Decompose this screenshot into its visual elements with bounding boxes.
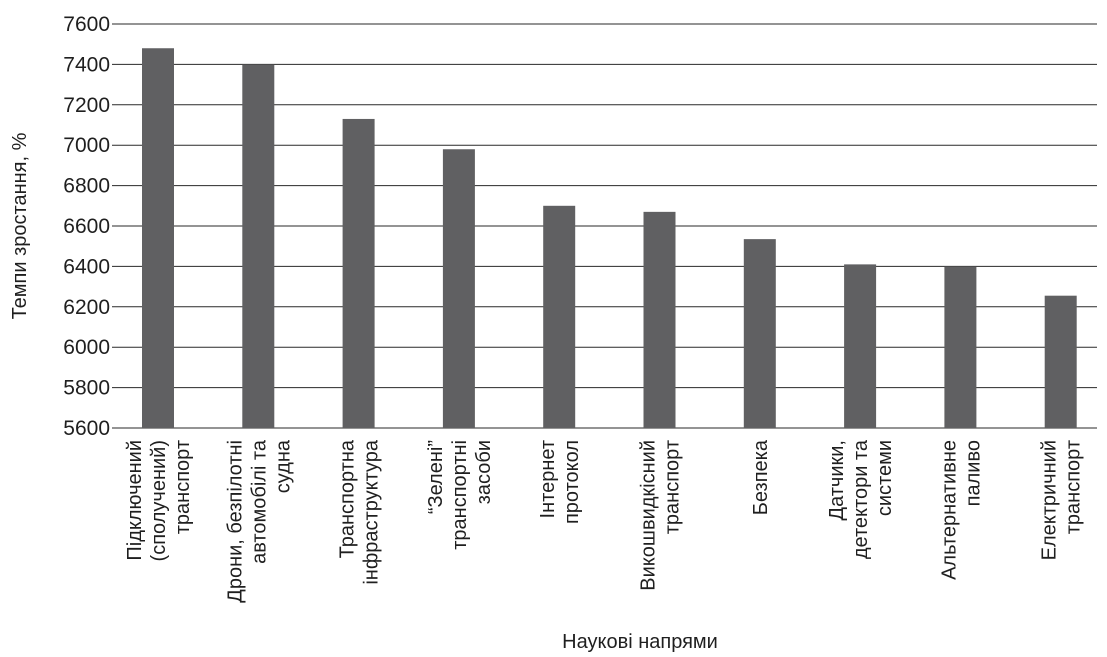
x-category-label-line: судна	[272, 439, 294, 493]
bar	[543, 205, 576, 428]
x-category-label: Підключений (сполучений) транспорт	[124, 440, 194, 561]
x-category-label-line: Електричний	[1039, 440, 1061, 560]
x-category-label: Електричний транспорт	[1039, 440, 1085, 560]
x-category-label-line: системи	[874, 440, 896, 516]
y-tick-label: 5800	[63, 377, 110, 400]
x-category-label-line: протокол	[561, 440, 583, 524]
x-category-label-line: Підключений	[124, 440, 146, 561]
x-category-label-line: Альтернативне	[938, 440, 960, 580]
x-category-label-line: транспорт	[662, 440, 684, 534]
y-tick-label: 6400	[63, 255, 110, 278]
x-category-label-line: детектори та	[850, 439, 872, 559]
x-axis-title: Наукові напрями	[562, 631, 718, 653]
x-category-label-line: Транспортна	[337, 439, 359, 558]
y-tick-label: 6000	[63, 336, 110, 359]
x-category-label: Безпека	[750, 439, 772, 515]
x-category-label: Альтернативне паливо	[938, 440, 984, 580]
x-category-label-line: (сполучений)	[148, 440, 170, 561]
x-category-label-line: інфраструктура	[361, 439, 383, 585]
bar	[743, 239, 776, 428]
y-tick-label: 6200	[63, 296, 110, 319]
bar	[1044, 295, 1077, 428]
x-category-label: “Зелені” транспортні засоби	[425, 440, 495, 550]
y-axis-title: Темпи зростання, %	[9, 132, 31, 319]
x-category-label-line: засоби	[473, 440, 495, 504]
x-category-label: Датчики, детектори та системи	[826, 439, 896, 559]
x-category-label-line: транспорт	[172, 440, 194, 534]
x-axis-category-labels: Підключений (сполучений) транспорт Дрони, б…	[124, 439, 1085, 603]
bar	[442, 149, 475, 429]
x-category-label-line: Дрони, безпілотні	[224, 440, 246, 603]
bar	[944, 266, 977, 428]
y-tick-label: 5600	[63, 417, 110, 440]
y-axis-ticks: 5600 5800 6000 6200 6400 6600 6800 7000 7200 7400…	[63, 13, 110, 440]
x-category-label-line: транспорт	[1063, 440, 1085, 534]
x-category-label: Інтернет протокол	[537, 440, 583, 524]
y-tick-label: 7000	[63, 134, 110, 157]
x-category-label-line: автомобілі та	[248, 439, 270, 564]
y-tick-label: 7400	[63, 53, 110, 76]
x-category-label-line: Викошвидкісний	[638, 440, 660, 591]
y-tick-label: 6800	[63, 175, 110, 198]
bar	[643, 211, 676, 428]
x-category-label: Викошвидкісний транспорт	[638, 440, 684, 591]
bar	[242, 64, 275, 429]
x-category-label-line: Безпека	[750, 439, 772, 515]
bar	[844, 264, 877, 428]
y-tick-label: 6600	[63, 215, 110, 238]
gridlines	[112, 23, 1097, 429]
bars	[142, 48, 1077, 429]
x-category-label-line: паливо	[962, 440, 984, 506]
x-category-label-line: Датчики,	[826, 440, 848, 520]
x-category-label: Дрони, безпілотні автомобілі та судна	[224, 439, 294, 603]
y-tick-label: 7600	[63, 13, 110, 36]
bar	[342, 118, 375, 428]
x-category-label: Транспортна інфраструктура	[337, 439, 383, 585]
y-tick-label: 7200	[63, 94, 110, 117]
x-category-label-line: “Зелені”	[425, 440, 447, 514]
x-category-label-line: Інтернет	[537, 440, 559, 518]
bar	[142, 48, 174, 429]
x-category-label-line: транспортні	[449, 440, 471, 550]
